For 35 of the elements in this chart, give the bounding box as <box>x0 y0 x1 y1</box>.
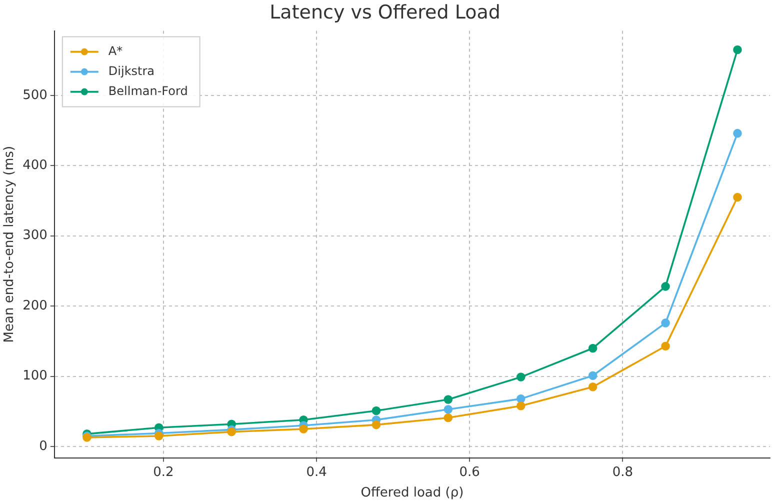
legend-label: A* <box>108 44 123 58</box>
point <box>444 404 453 414</box>
y-axis-title: Mean end-to-end latency (ms) <box>2 146 18 343</box>
point <box>154 432 164 440</box>
y-tick-label: 400 <box>22 158 48 174</box>
point <box>661 318 670 328</box>
point <box>372 406 381 416</box>
point <box>516 401 526 410</box>
legend-label: Dijkstra <box>108 64 155 78</box>
point <box>733 128 742 138</box>
point <box>588 371 598 380</box>
chart-title: Latency vs Offered Load <box>270 1 500 24</box>
y-tick-label: 0 <box>39 438 48 454</box>
point <box>661 282 670 291</box>
point <box>588 344 598 353</box>
y-tick-label: 100 <box>22 368 48 384</box>
legend-label: Bellman-Ford <box>108 84 188 98</box>
x-tick-label: 0.2 <box>153 464 174 480</box>
point <box>299 424 308 434</box>
point <box>372 420 381 430</box>
x-axis-title: Offered load (ρ) <box>360 486 464 501</box>
point <box>588 382 598 392</box>
point <box>444 413 453 422</box>
point <box>733 192 742 202</box>
point <box>661 342 670 351</box>
point <box>444 395 453 404</box>
point <box>516 372 526 382</box>
point <box>733 45 742 54</box>
y-tick-label: 200 <box>22 298 48 314</box>
point <box>516 394 526 404</box>
x-tick-label: 0.8 <box>612 464 634 480</box>
y-tick-label: 500 <box>22 88 48 103</box>
y-tick-label: 300 <box>22 228 48 244</box>
x-tick-label: 0.6 <box>459 464 480 480</box>
x-tick-label: 0.4 <box>306 464 327 480</box>
